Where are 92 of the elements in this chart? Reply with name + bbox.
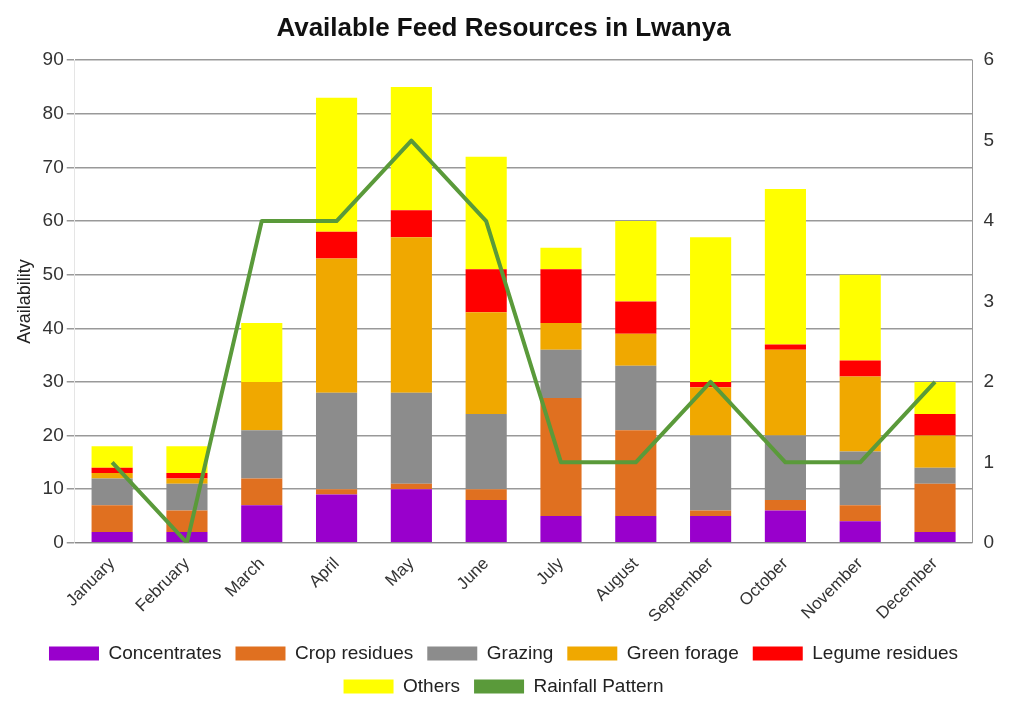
bar: [914, 414, 956, 436]
y-tick-label: 0: [53, 531, 64, 553]
bar: [315, 489, 358, 495]
bar: [615, 333, 657, 366]
bar: [615, 301, 657, 334]
bar: [465, 156, 507, 270]
bar: [540, 247, 582, 270]
y-tick-label: 50: [42, 262, 64, 284]
bar: [764, 188, 806, 345]
y-tick-label: 90: [42, 48, 64, 70]
y2-tick-label: 5: [983, 128, 995, 150]
y2-tick-label: 2: [983, 370, 995, 392]
legend-label: Green forage: [626, 641, 739, 663]
bar: [914, 435, 956, 468]
bar: [540, 515, 582, 543]
bar: [764, 344, 806, 350]
bar: [465, 499, 507, 543]
y2-tick-label: 4: [983, 209, 995, 231]
bar: [839, 376, 881, 452]
bar: [390, 392, 432, 484]
bar: [315, 494, 358, 543]
bar: [390, 237, 432, 393]
legend-label: Concentrates: [108, 641, 222, 663]
y-axis-title: Availability: [13, 259, 34, 344]
bar: [839, 451, 881, 506]
bar: [91, 532, 133, 543]
bar: [241, 322, 283, 382]
bar: [690, 237, 732, 382]
y2-tick-label: 6: [983, 48, 995, 70]
y-tick-label: 60: [42, 209, 64, 231]
bar: [465, 489, 507, 500]
bar: [166, 478, 208, 484]
y2-tick-label: 1: [983, 450, 995, 472]
bar: [166, 446, 208, 474]
bar: [615, 365, 657, 431]
legend-label: Rainfall Pattern: [533, 674, 664, 696]
bar: [690, 435, 732, 511]
chart-title: Available Feed Resources in Lwanya: [276, 11, 732, 42]
bar: [914, 467, 956, 484]
bar: [91, 505, 133, 533]
bar: [91, 446, 133, 468]
bar: [690, 387, 732, 436]
bar: [315, 97, 358, 232]
bar: [91, 478, 133, 506]
bar: [315, 258, 358, 393]
y-tick-label: 20: [42, 423, 64, 445]
bar: [390, 210, 432, 238]
bar: [540, 349, 582, 398]
bar: [764, 510, 806, 543]
bar: [390, 87, 432, 211]
bar: [390, 483, 432, 490]
y-tick-label: 70: [42, 155, 64, 177]
bar: [465, 312, 507, 415]
bar: [241, 381, 283, 431]
bar: [390, 489, 432, 543]
bar: [615, 221, 657, 302]
bar: [465, 269, 507, 313]
bar: [839, 521, 881, 543]
bar: [540, 269, 582, 323]
bar: [839, 360, 881, 377]
bar: [241, 478, 283, 506]
bar: [690, 510, 732, 516]
x-tick-label: July: [532, 553, 568, 589]
legend-label: Others: [403, 674, 461, 696]
bar: [465, 414, 507, 490]
bar: [540, 322, 582, 350]
bar: [839, 505, 881, 522]
y-tick-label: 80: [42, 102, 64, 124]
legend-label: Legume residues: [812, 641, 959, 663]
bar: [315, 231, 358, 259]
y-tick-label: 30: [42, 370, 64, 392]
bar: [764, 435, 806, 500]
bar: [540, 398, 582, 516]
bar: [615, 515, 657, 543]
bar: [839, 274, 881, 361]
legend-label: Crop residues: [294, 641, 414, 663]
bar: [914, 483, 956, 533]
bar: [914, 381, 956, 415]
legend-label: Grazing: [486, 641, 554, 663]
y-tick-label: 10: [42, 477, 64, 499]
bar: [914, 532, 956, 543]
y2-tick-label: 3: [983, 289, 995, 311]
bar: [764, 349, 806, 436]
bar: [690, 515, 732, 543]
bar: [315, 392, 358, 490]
bar: [241, 505, 283, 543]
bar: [241, 430, 283, 479]
bar: [615, 430, 657, 516]
y2-tick-label: 0: [983, 531, 995, 553]
x-tick-label: May: [381, 553, 418, 590]
bar: [764, 499, 806, 511]
y-tick-label: 40: [42, 316, 64, 338]
